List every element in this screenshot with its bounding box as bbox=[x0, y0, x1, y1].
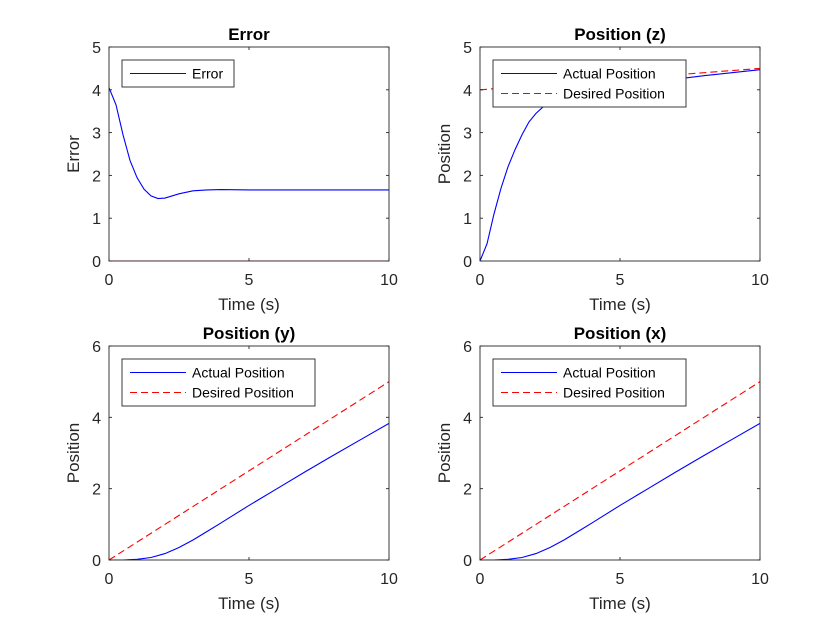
chart-title: Position (y) bbox=[203, 324, 296, 343]
legend-label: Actual Position bbox=[563, 365, 656, 381]
y-tick-label: 3 bbox=[463, 126, 472, 143]
series-group bbox=[109, 381, 389, 560]
series-group bbox=[109, 87, 389, 261]
x-tick-label: 10 bbox=[751, 272, 769, 289]
legend-label: Actual Position bbox=[192, 365, 285, 381]
y-tick-label: 4 bbox=[463, 410, 472, 427]
chart-title: Position (x) bbox=[574, 324, 667, 343]
legend-label: Desired Position bbox=[563, 385, 665, 401]
chart-title: Error bbox=[228, 25, 270, 44]
y-tick-label: 5 bbox=[92, 40, 101, 57]
y-tick-label: 2 bbox=[463, 168, 472, 185]
y-tick-label: 4 bbox=[463, 83, 472, 100]
y-tick-label: 0 bbox=[463, 553, 472, 570]
legend-label: Desired Position bbox=[192, 385, 294, 401]
y-axis-label: Error bbox=[64, 135, 83, 173]
x-tick-label: 0 bbox=[476, 272, 485, 289]
x-axis-label: Time (s) bbox=[218, 295, 280, 314]
subplot-3: 0 5 10 0 2 4 6 Position (y) Time (s) Position Actu… bbox=[64, 324, 398, 613]
x-tick-label: 10 bbox=[380, 272, 398, 289]
subplot-2: 0 5 10 0 1 2 3 4 5 Position (z) Time (s) Position Ac… bbox=[435, 25, 769, 314]
y-axis-label: Position bbox=[435, 423, 454, 483]
y-tick-label: 2 bbox=[463, 482, 472, 499]
y-tick-label: 6 bbox=[463, 339, 472, 356]
chart-title: Position (z) bbox=[574, 25, 666, 44]
legend-box bbox=[121, 358, 316, 407]
legend-label: Error bbox=[192, 66, 223, 82]
legend-box bbox=[492, 358, 687, 407]
y-tick-label: 0 bbox=[92, 553, 101, 570]
x-tick-label: 0 bbox=[105, 571, 114, 588]
x-tick-label: 10 bbox=[751, 571, 769, 588]
y-tick-label: 2 bbox=[92, 482, 101, 499]
y-axis-label: Position bbox=[64, 423, 83, 483]
legend-label: Desired Position bbox=[563, 86, 665, 102]
x-tick-label: 0 bbox=[105, 272, 114, 289]
legend: Error bbox=[121, 59, 235, 88]
series-group bbox=[480, 381, 760, 560]
x-tick-label: 5 bbox=[245, 571, 254, 588]
legend: Actual Position Desired Position bbox=[121, 358, 316, 407]
y-tick-label: 4 bbox=[92, 83, 101, 100]
x-tick-label: 5 bbox=[245, 272, 254, 289]
y-tick-label: 1 bbox=[463, 211, 472, 228]
y-tick-label: 0 bbox=[92, 254, 101, 271]
y-tick-label: 1 bbox=[92, 211, 101, 228]
x-axis-label: Time (s) bbox=[218, 594, 280, 613]
x-axis-label: Time (s) bbox=[589, 594, 651, 613]
x-tick-label: 5 bbox=[616, 272, 625, 289]
y-tick-label: 3 bbox=[92, 126, 101, 143]
y-tick-label: 2 bbox=[92, 168, 101, 185]
x-tick-label: 10 bbox=[380, 571, 398, 588]
series-line-actual-position bbox=[109, 422, 389, 560]
subplot-4: 0 5 10 0 2 4 6 Position (x) Time (s) Position Actu… bbox=[435, 324, 769, 613]
y-tick-label: 5 bbox=[463, 40, 472, 57]
series-line-desired-position bbox=[109, 381, 389, 560]
legend: Actual Position Desired Position bbox=[492, 358, 687, 407]
y-tick-label: 6 bbox=[92, 339, 101, 356]
x-axis-label: Time (s) bbox=[589, 295, 651, 314]
legend-label: Actual Position bbox=[563, 66, 656, 82]
y-tick-label: 4 bbox=[92, 410, 101, 427]
legend-box bbox=[492, 59, 687, 108]
x-tick-label: 0 bbox=[476, 571, 485, 588]
series-line-error bbox=[109, 87, 389, 200]
y-tick-label: 0 bbox=[463, 254, 472, 271]
series-line-desired-position bbox=[480, 381, 760, 560]
y-axis-label: Position bbox=[435, 124, 454, 184]
legend: Actual Position Desired Position bbox=[492, 59, 687, 108]
series-line-actual-position bbox=[480, 422, 760, 560]
x-tick-label: 5 bbox=[616, 571, 625, 588]
subplot-1: 0 5 10 0 1 2 3 4 5 Error Time (s) Error Error bbox=[64, 25, 398, 314]
